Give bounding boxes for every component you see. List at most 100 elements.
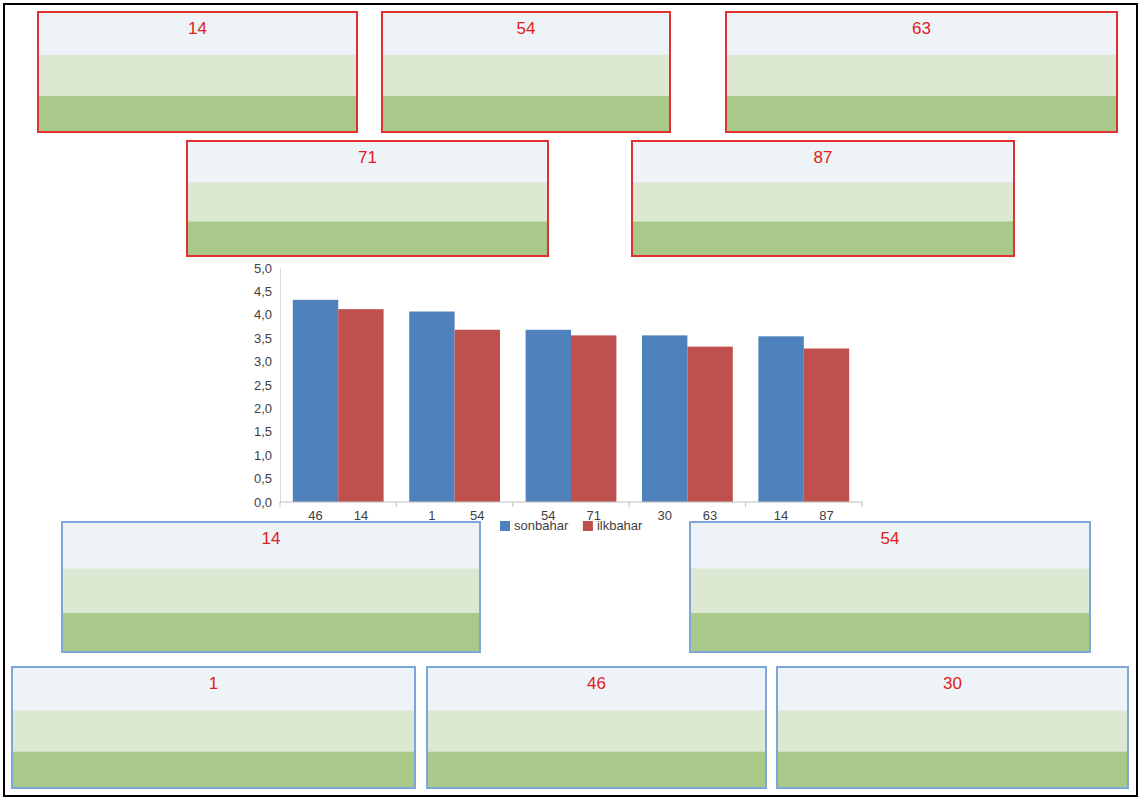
x-group-divider <box>745 502 746 507</box>
photo-label: 54 <box>881 529 900 548</box>
photo-sky <box>633 142 1013 182</box>
x-axis: 4614154547130631487 <box>280 502 862 523</box>
photo-sky <box>778 668 1127 710</box>
y-tick-label: 1,0 <box>254 448 272 463</box>
photo-label: 1 <box>209 674 218 693</box>
photo <box>12 667 415 788</box>
y-tick: 2,0 <box>254 401 280 416</box>
y-tick-label: 2,0 <box>254 401 272 416</box>
photo-panel: 14 <box>62 522 480 652</box>
bar <box>642 335 687 502</box>
legend-swatch <box>500 521 510 531</box>
photo <box>632 141 1014 256</box>
y-tick: 2,5 <box>254 378 280 393</box>
photo-panel: 71 <box>187 141 548 256</box>
photo-sky <box>63 523 479 569</box>
photo-lawn <box>63 613 479 651</box>
photo-sky <box>39 13 356 55</box>
y-tick-label: 4,0 <box>254 307 272 322</box>
y-tick: 3,5 <box>254 331 280 346</box>
x-tick-label: 87 <box>819 508 833 523</box>
bars <box>293 300 849 502</box>
x-tick-label: 14 <box>774 508 788 523</box>
y-tick: 3,0 <box>254 354 280 369</box>
bar <box>409 312 454 502</box>
photo <box>726 12 1117 132</box>
bar <box>293 300 338 502</box>
frame <box>4 4 1137 796</box>
y-tick: 0,0 <box>254 495 280 510</box>
figure: 14 54 63 71 87 14 54 1 46 30 0,0 0,5 1,0 1,5 2,0 2,5 3,0… <box>0 0 1141 800</box>
photo <box>690 522 1090 652</box>
photo-lawn <box>383 96 669 131</box>
x-group-divider <box>862 502 863 507</box>
photo-panel: 14 <box>38 12 357 132</box>
photo <box>382 12 670 132</box>
legend-label: sonbahar <box>514 518 569 533</box>
y-axis: 0,00,51,01,52,02,53,03,54,04,55,0 <box>254 261 281 510</box>
legend-swatch <box>583 521 593 531</box>
photo-sky <box>13 668 414 710</box>
bar <box>687 347 732 502</box>
photo-lawn <box>188 222 547 256</box>
photo-panel: 54 <box>690 522 1090 652</box>
x-group-divider <box>629 502 630 507</box>
photo <box>427 667 766 788</box>
photo <box>62 522 480 652</box>
x-tick-label: 1 <box>428 508 435 523</box>
photo-panel: 87 <box>632 141 1014 256</box>
bar <box>758 336 803 502</box>
photo-sky <box>188 142 547 182</box>
photo-label: 14 <box>188 19 207 38</box>
photo-sky <box>428 668 765 710</box>
photo-label: 71 <box>358 148 377 167</box>
photo-lawn <box>727 96 1116 131</box>
bar <box>571 335 616 502</box>
y-tick-label: 0,0 <box>254 495 272 510</box>
photo-sky <box>727 13 1116 55</box>
x-group-divider <box>396 502 397 507</box>
legend-item: sonbahar <box>500 518 569 533</box>
x-tick-label: 46 <box>308 508 322 523</box>
y-tick: 1,5 <box>254 424 280 439</box>
x-axis-line <box>280 502 862 503</box>
y-tick-label: 0,5 <box>254 471 272 486</box>
y-tick: 4,0 <box>254 307 280 322</box>
photo-panel: 63 <box>726 12 1117 132</box>
photo-label: 63 <box>912 19 931 38</box>
photo <box>38 12 357 132</box>
photo <box>187 141 548 256</box>
chart: 0,00,51,01,52,02,53,03,54,04,55,04614154… <box>254 261 862 533</box>
photo-label: 46 <box>587 674 606 693</box>
y-tick: 1,0 <box>254 448 280 463</box>
photo-sky <box>691 523 1089 569</box>
x-tick-label: 14 <box>354 508 368 523</box>
y-tick: 4,5 <box>254 284 280 299</box>
x-group-divider <box>512 502 513 507</box>
photo-lawn <box>691 613 1089 651</box>
photo-label: 54 <box>517 19 536 38</box>
photo-label: 87 <box>814 148 833 167</box>
photo-panel: 46 <box>427 667 766 788</box>
y-tick: 0,5 <box>254 471 280 486</box>
photo-sky <box>383 13 669 55</box>
legend-label: ilkbahar <box>597 518 643 533</box>
photo-lawn <box>39 96 356 131</box>
y-axis-line <box>280 269 281 503</box>
photo-label: 30 <box>943 674 962 693</box>
photo-label: 14 <box>262 529 281 548</box>
x-tick-label: 30 <box>657 508 671 523</box>
photo-panel: 1 <box>12 667 415 788</box>
bar <box>526 330 571 502</box>
y-tick-label: 3,5 <box>254 331 272 346</box>
y-tick-label: 3,0 <box>254 354 272 369</box>
legend-item: ilkbahar <box>583 518 643 533</box>
y-tick-label: 1,5 <box>254 424 272 439</box>
x-tick-label: 54 <box>470 508 484 523</box>
photo-panel: 30 <box>777 667 1128 788</box>
photo-lawn <box>428 752 765 787</box>
x-group-divider <box>280 502 281 507</box>
bar <box>804 348 849 502</box>
photo-lawn <box>778 752 1127 787</box>
y-tick-label: 4,5 <box>254 284 272 299</box>
